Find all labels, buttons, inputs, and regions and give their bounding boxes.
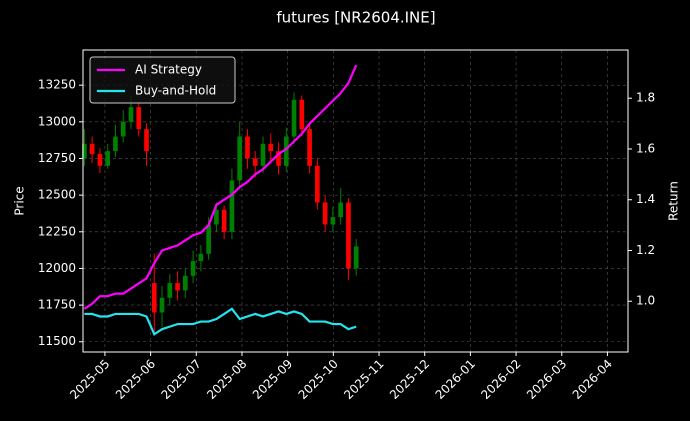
candle-body (120, 121, 126, 137)
candle-body (221, 209, 227, 232)
candle-body (151, 283, 157, 313)
candle-body (268, 143, 274, 152)
candle-body (198, 253, 204, 262)
y2-axis-label: Return (667, 181, 681, 221)
legend-label: Buy-and-Hold (135, 84, 216, 98)
candle-body (144, 129, 149, 152)
y2-tick-label: 1.8 (636, 91, 655, 105)
candle-body (322, 202, 328, 225)
series-line (83, 64, 358, 310)
candle-body (307, 129, 312, 166)
y-tick-label: 12250 (38, 224, 76, 238)
chart-title: futures [NR2604.INE] (276, 9, 435, 27)
candle-body (283, 136, 289, 166)
candle-body (315, 165, 320, 203)
candle-body (276, 151, 281, 166)
y-tick-label: 11500 (38, 334, 76, 348)
y-tick-label: 11750 (38, 298, 76, 312)
y2-tick-label: 1.0 (636, 294, 655, 308)
y2-tick-label: 1.4 (636, 192, 655, 206)
candle-body (346, 202, 351, 269)
y-axis-label: Price (13, 186, 27, 215)
candle-body (214, 209, 219, 225)
series-line (84, 307, 357, 336)
candle-body (206, 224, 211, 254)
candle-body (128, 107, 134, 122)
candle-body (183, 275, 188, 291)
candle-body (330, 217, 336, 225)
candle-body (136, 107, 142, 130)
candle-body (237, 136, 243, 181)
legend-label: AI Strategy (135, 63, 202, 77)
candle-body (353, 246, 359, 269)
y2-tick-label: 1.6 (636, 141, 655, 155)
candle-body (89, 143, 95, 155)
candle-body (260, 143, 266, 166)
y-tick-label: 12500 (38, 188, 76, 202)
candle-body (167, 283, 173, 298)
candle-body (105, 151, 110, 166)
candle-body (159, 297, 165, 313)
candle-body (299, 99, 305, 130)
candle-body (338, 202, 343, 218)
candle-body (175, 283, 180, 291)
y-tick-label: 13000 (38, 114, 76, 128)
candle-body (252, 158, 258, 166)
plot-frame (82, 49, 629, 353)
candle-body (97, 154, 103, 166)
candle-body (291, 99, 297, 137)
candle-body (113, 136, 118, 152)
legend-box (89, 56, 236, 104)
y-tick-label: 13250 (38, 78, 76, 92)
y-tick-label: 12750 (38, 151, 76, 165)
candle-body (190, 261, 196, 276)
y2-tick-label: 1.2 (636, 243, 655, 257)
y-tick-label: 12000 (38, 261, 76, 275)
candle-body (229, 180, 235, 232)
candle-body (82, 143, 87, 159)
candle-body (245, 136, 250, 159)
